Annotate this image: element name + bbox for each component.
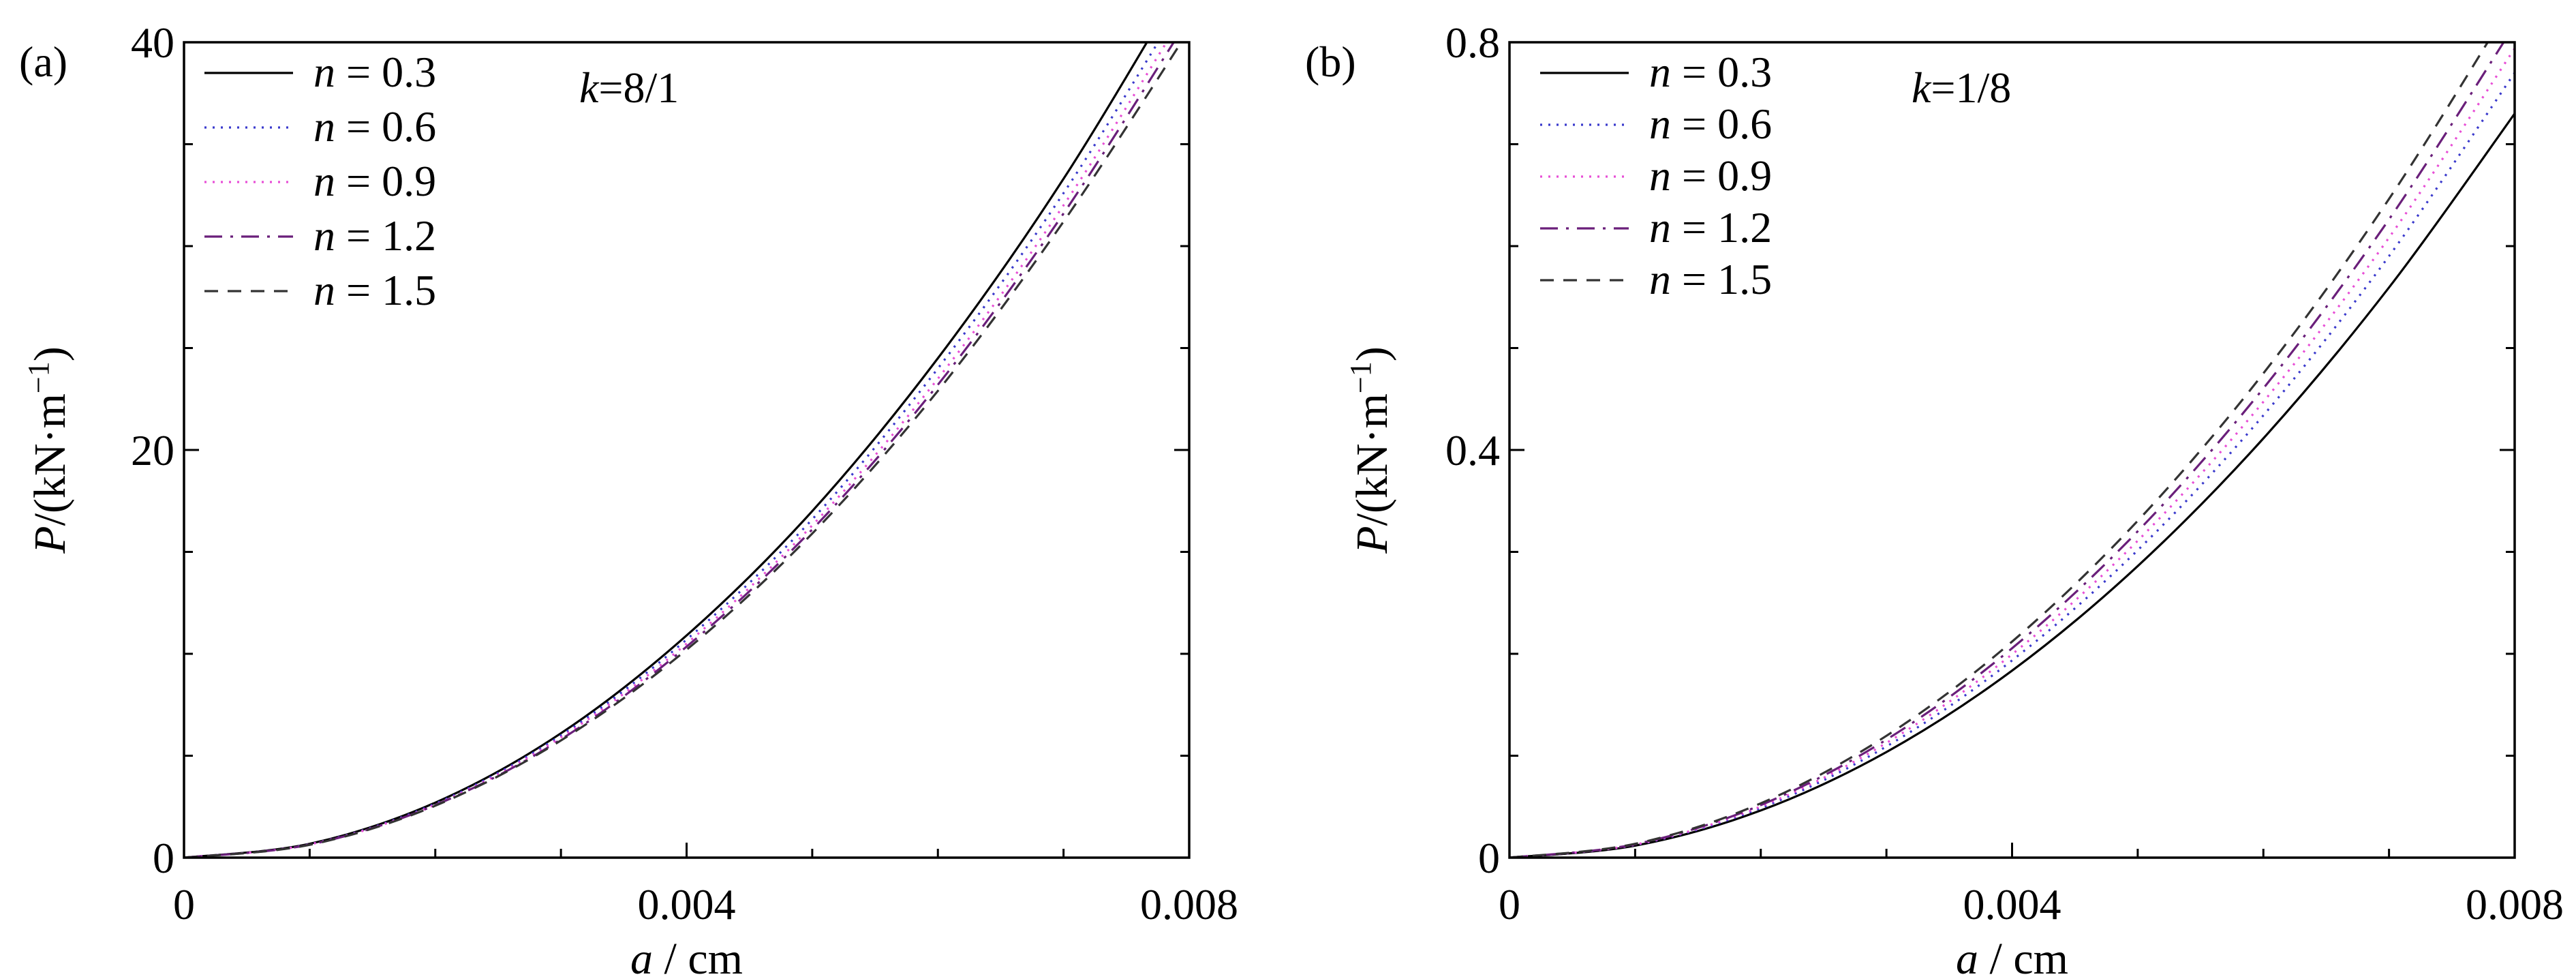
legend-label-part: = 0.3 <box>1671 48 1772 96</box>
x-tick-label: 0 <box>1499 880 1520 929</box>
y-axis-title-part: P <box>25 526 75 554</box>
legend-label: n = 0.6 <box>1649 100 1772 148</box>
legend-label-part: n <box>313 102 335 151</box>
legend-label-part: = 0.9 <box>335 157 436 205</box>
legend: n = 0.3n = 0.6n = 0.9n = 1.2n = 1.5 <box>204 48 436 314</box>
legend-label-part: = 1.2 <box>335 211 436 260</box>
legend-label: n = 1.5 <box>1649 255 1772 303</box>
y-tick-label: 0.4 <box>1445 426 1500 475</box>
y-axis-title-part: P <box>1347 526 1397 554</box>
legend-label: n = 1.2 <box>1649 203 1772 252</box>
panel-label: (b) <box>1305 37 1356 86</box>
legend-label-part: n <box>1649 48 1671 96</box>
panel-a: 0 0.004 0.008 0 20 40 a / cm P/(kN·m−1) (a) k=8/1… <box>19 18 1238 979</box>
series-line-0-4 <box>184 42 1183 858</box>
legend-label-part: = 1.5 <box>335 266 436 314</box>
legend-label: n = 1.2 <box>313 211 436 260</box>
x-axis-title-part: / cm <box>653 934 743 979</box>
legend-label-part: n <box>1649 151 1671 200</box>
y-tick-label: 20 <box>131 426 174 475</box>
k-annotation-part: =1/8 <box>1931 63 2011 112</box>
series-line-1-2 <box>1509 48 2515 858</box>
y-axis-title-part: ) <box>1347 346 1397 361</box>
legend-label-part: n <box>313 48 335 96</box>
legend-label: n = 1.5 <box>313 266 436 314</box>
x-tick-label: 0.008 <box>1140 880 1238 929</box>
legend: n = 0.3n = 0.6n = 0.9n = 1.2n = 1.5 <box>1540 48 1772 303</box>
y-axis-title-part: /(kN·m <box>1347 393 1397 526</box>
legend-label: n = 0.3 <box>1649 48 1772 96</box>
legend-label-part: n <box>1649 255 1671 303</box>
series-line-1-0 <box>1509 112 2515 858</box>
y-tick-label: 0 <box>153 834 174 882</box>
y-tick-label: 0.8 <box>1445 18 1500 67</box>
k-annotation: k=8/1 <box>579 63 679 112</box>
x-axis-title-part: / cm <box>1978 934 2068 979</box>
y-axis-title-part: −1 <box>1344 361 1377 393</box>
x-tick-label: 0 <box>173 880 195 929</box>
x-tick-label: 0.004 <box>638 880 736 929</box>
x-tick-label: 0.008 <box>2466 880 2564 929</box>
legend-label-part: n <box>1649 100 1671 148</box>
legend-label: n = 0.6 <box>313 102 436 151</box>
legend-label-part: n <box>313 157 335 205</box>
y-tick-label: 0 <box>1478 834 1500 882</box>
k-annotation-part: k <box>579 63 600 112</box>
legend-label-part: n <box>1649 203 1671 252</box>
series-line-1-4 <box>1509 42 2489 858</box>
x-axis-title-part: a <box>1956 934 1978 979</box>
legend-label-part: = 1.5 <box>1671 255 1772 303</box>
legend-label-part: = 0.6 <box>1671 100 1772 148</box>
panel-label: (a) <box>19 37 67 86</box>
legend-label-part: = 0.3 <box>335 48 436 96</box>
legend-label-part: = 1.2 <box>1671 203 1772 252</box>
y-axis-title: P/(kN·m−1) <box>22 346 76 554</box>
k-annotation: k=1/8 <box>1912 63 2011 112</box>
series-line-1-1 <box>1509 72 2515 858</box>
legend-label-part: n <box>313 266 335 314</box>
legend-label-part: = 0.6 <box>335 102 436 151</box>
series-line-0-1 <box>184 42 1160 858</box>
x-tick-label: 0.004 <box>1963 880 2061 929</box>
series-line-1-3 <box>1509 42 2505 858</box>
legend-label: n = 0.3 <box>313 48 436 96</box>
x-axis-title-part: a <box>630 934 653 979</box>
y-axis-title-part: ) <box>25 346 75 361</box>
legend-label: n = 0.9 <box>1649 151 1772 200</box>
legend-label: n = 0.9 <box>313 157 436 205</box>
k-annotation-part: =8/1 <box>598 63 679 112</box>
x-axis-title: a / cm <box>1956 934 2068 979</box>
panel-b: 0 0.004 0.008 0 0.4 0.8 a / cm P/(kN·m−1) (b) k=1… <box>1305 18 2564 979</box>
legend-label-part: = 0.9 <box>1671 151 1772 200</box>
x-axis-title: a / cm <box>630 934 743 979</box>
y-axis-title: P/(kN·m−1) <box>1344 346 1398 554</box>
legend-label-part: n <box>313 211 335 260</box>
y-tick-label: 40 <box>131 18 174 67</box>
y-axis-title-part: /(kN·m <box>25 393 75 526</box>
k-annotation-part: k <box>1912 63 1932 112</box>
y-axis-title-part: −1 <box>22 361 55 393</box>
